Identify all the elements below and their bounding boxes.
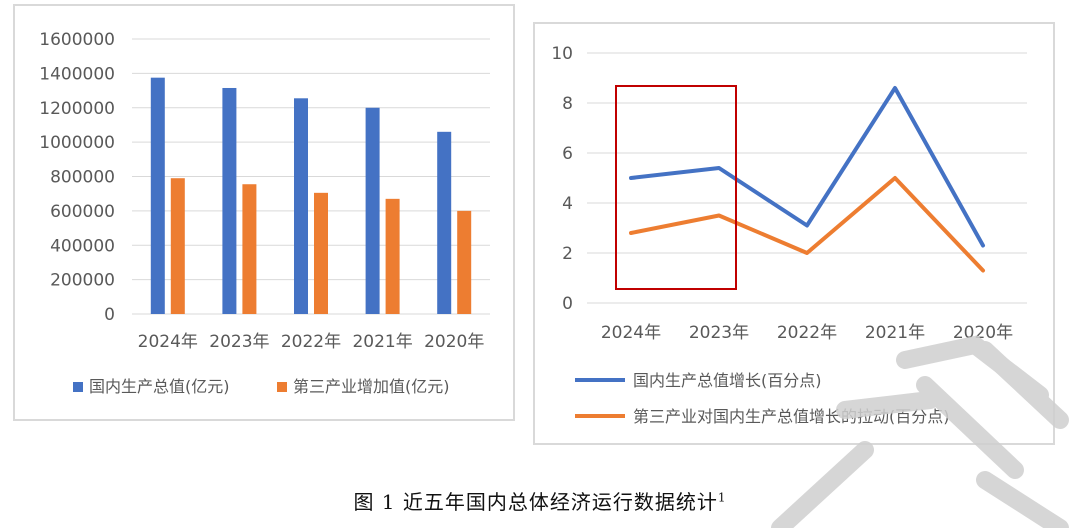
bar-y-tick: 400000 [50, 236, 115, 256]
bar [170, 178, 185, 314]
line-x-tick: 2022年 [777, 323, 837, 343]
line-y-tick: 0 [562, 294, 573, 314]
bar [150, 77, 165, 314]
line-x-tick: 2020年 [953, 323, 1013, 343]
bar-legend-swatch [277, 382, 287, 392]
bar [365, 107, 380, 314]
line-y-tick: 2 [562, 244, 573, 264]
line-x-tick: 2021年 [865, 323, 925, 343]
bar-y-tick: 1600000 [39, 30, 115, 50]
bar [242, 184, 257, 314]
line-series [629, 86, 985, 248]
line-y-tick: 4 [562, 194, 573, 214]
caption-footnote: 1 [717, 490, 727, 505]
line-x-tick: 2024年 [601, 323, 661, 343]
bar-y-tick: 600000 [50, 202, 115, 222]
bar-legend-swatch [73, 382, 83, 392]
bar-y-tick: 1400000 [39, 64, 115, 84]
bar-x-tick: 2024年 [138, 332, 198, 352]
figure-caption: 图 1 近五年国内总体经济运行数据统计1 [0, 486, 1080, 515]
line-legend-label: 第三产业对国内生产总值增长的拉动(百分点) [633, 407, 950, 426]
bar-y-tick: 800000 [50, 168, 115, 188]
bar [222, 87, 237, 314]
line-y-tick: 8 [562, 94, 573, 114]
line-x-tick: 2023年 [689, 323, 749, 343]
bar-chart-panel: 0 200000 400000 600000 800000 1000000 1200000 1… [13, 4, 515, 421]
bar-legend-label: 第三产业增加值(亿元) [293, 377, 450, 396]
bar-x-tick: 2021年 [352, 332, 412, 352]
line-y-tick: 6 [562, 144, 573, 164]
bar-y-tick: 0 [104, 305, 115, 325]
bar [385, 198, 400, 314]
line-series [629, 176, 985, 273]
bar [294, 98, 308, 314]
line-chart-panel: 0 2 4 6 8 10 2024年 2023年 2022年 2021年 2020年国内生产总值增长… [533, 22, 1055, 445]
bar-y-tick: 1200000 [39, 99, 115, 119]
line-y-tick: 10 [551, 44, 573, 64]
line-legend-label: 国内生产总值增长(百分点) [633, 371, 822, 390]
bar-y-tick: 1000000 [39, 133, 115, 153]
bar-x-tick: 2020年 [424, 332, 484, 352]
bar-y-tick: 200000 [50, 271, 115, 291]
bar-x-tick: 2023年 [209, 332, 269, 352]
caption-text: 图 1 近五年国内总体经济运行数据统计 [353, 490, 718, 514]
bar-chart: 0 200000 400000 600000 800000 1000000 1200000 1… [39, 30, 490, 396]
line-chart: 0 2 4 6 8 10 2024年 2023年 2022年 2021年 2020年国内生产总值增长… [551, 44, 1027, 426]
bar [314, 192, 328, 314]
bar-x-tick: 2022年 [281, 332, 341, 352]
highlight-box [615, 85, 737, 290]
bar [437, 131, 452, 314]
bar-legend-label: 国内生产总值(亿元) [89, 377, 230, 396]
bar [457, 210, 472, 314]
